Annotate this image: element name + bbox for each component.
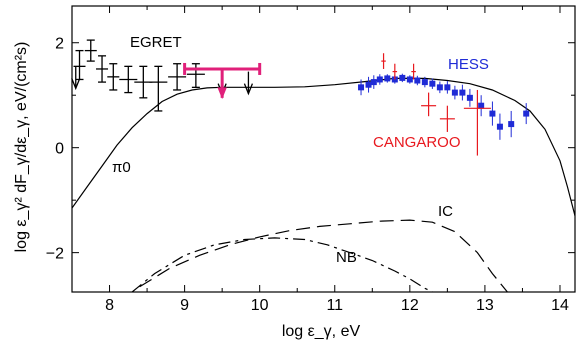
- hess-label: HESS: [448, 56, 489, 73]
- y-tick-label: −2: [46, 246, 64, 263]
- hess-point: [436, 84, 443, 91]
- hess-point: [496, 123, 503, 130]
- hess-point: [466, 94, 473, 101]
- hess-point: [365, 81, 372, 88]
- y-axis-label: log ε_γ² dF_γ/dε_γ, eV/(cm²s): [13, 42, 30, 253]
- nb-label: NB: [336, 249, 357, 266]
- hess-point: [370, 79, 377, 86]
- hess-point: [429, 80, 436, 87]
- plot-frame: [71, 5, 576, 293]
- x-tick-label: 10: [251, 297, 269, 314]
- x-tick-label: 11: [326, 297, 343, 314]
- x-tick-label: 9: [180, 297, 189, 314]
- hess-point: [523, 110, 530, 117]
- x-tick-label: 13: [476, 297, 494, 314]
- hess-point: [358, 84, 365, 91]
- hess-point: [508, 121, 515, 128]
- hess-point: [384, 75, 391, 82]
- y-tick-label: 2: [55, 36, 64, 53]
- hess-point: [421, 79, 428, 86]
- pi0-label: π0: [112, 159, 131, 176]
- hess-point: [478, 102, 485, 109]
- hess-point: [459, 89, 466, 96]
- x-tick-label: 8: [105, 297, 114, 314]
- curve-nb: [131, 237, 433, 292]
- hess-point: [406, 76, 413, 83]
- x-axis-label: log ε_γ, eV: [282, 323, 361, 340]
- hess-point: [399, 74, 406, 81]
- axes: 8 9 10 11 12 13 14 −2 0 2: [46, 6, 575, 314]
- upper-limit-arrow-head: [71, 78, 81, 91]
- hess-point: [489, 110, 496, 117]
- hess-point: [451, 89, 458, 96]
- hess-point: [444, 84, 451, 91]
- data-series: [71, 39, 530, 156]
- ic-label: IC: [438, 203, 453, 220]
- y-tick-label: 0: [55, 141, 64, 158]
- curve-ic: [139, 219, 508, 292]
- hess-point: [376, 76, 383, 83]
- curve-0: [72, 77, 575, 217]
- model-curves: [72, 77, 575, 292]
- cangaroo-label: CANGAROO: [373, 134, 461, 151]
- magenta-bar-arrow: [217, 87, 227, 100]
- x-tick-label: 12: [401, 297, 419, 314]
- egret-label: EGRET: [130, 34, 182, 51]
- hess-point: [414, 77, 421, 84]
- upper-limit-arrow-head: [243, 83, 254, 96]
- x-tick-label: 14: [551, 297, 569, 314]
